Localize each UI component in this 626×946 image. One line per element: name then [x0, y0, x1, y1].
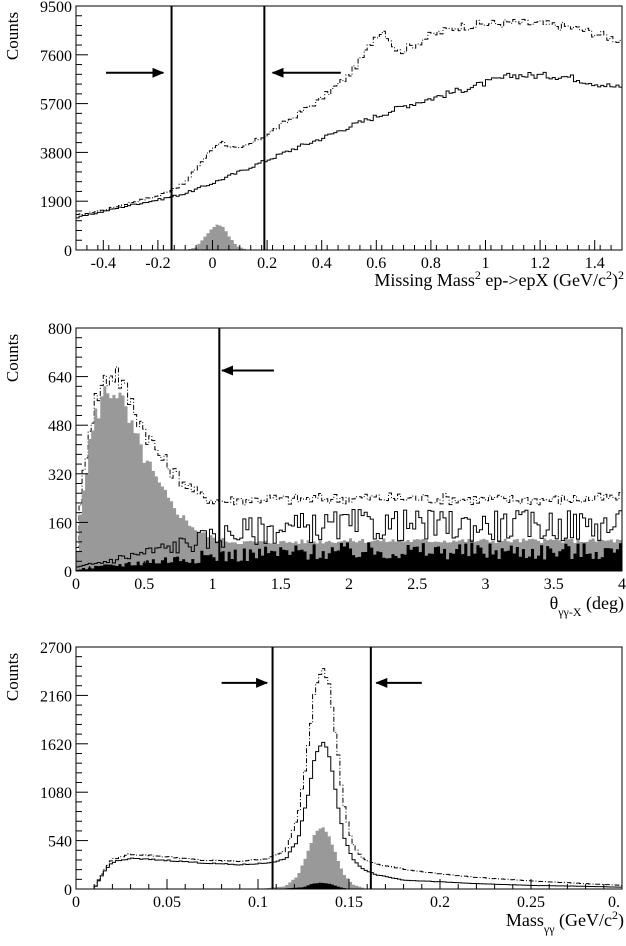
y-tick-label: 7600	[40, 48, 72, 65]
y-tick-label: 3800	[40, 145, 72, 162]
x-axis-label-main: Missing Mass	[374, 270, 475, 290]
x-axis-label-sup: 2	[612, 908, 618, 922]
x-axis-label-end: )	[618, 910, 624, 931]
panel-opening-angle: 0 160 320 480 640 800 0 0.5 1 1.5 2 2.5 3 3.5 4 Counts…	[3, 321, 626, 619]
x-tick-label: 0	[209, 255, 217, 272]
x-axis-label-sup2: 2	[606, 268, 612, 282]
x-tick-label: 3.5	[544, 576, 564, 593]
x-axis-label-rest: (GeV/c	[555, 910, 612, 931]
ticks-layer: 0 540 1080 1620 2160 2700 0 0.05 0.1 0.15 0.2 0.25 0…	[40, 640, 620, 911]
x-axis-label-theta: θ	[550, 593, 559, 613]
x-axis-label: θγγ-X (deg)	[550, 593, 624, 619]
y-tick-label: 2160	[40, 688, 72, 705]
ticks-layer: 0 160 320 480 640 800 0 0.5 1 1.5 2 2.5 3 3.5 4	[48, 321, 626, 593]
x-tick-label: 1.4	[585, 255, 605, 272]
x-tick-label: -0.4	[91, 255, 116, 272]
y-tick-label: 0	[64, 243, 72, 260]
series-dash-dot	[76, 668, 622, 890]
series-solid	[76, 71, 622, 219]
x-axis-label-sup3: 2	[618, 268, 624, 282]
y-tick-label: 800	[48, 321, 72, 338]
cut-marks-layer	[221, 647, 422, 889]
series-solid	[76, 741, 622, 890]
x-axis-label-main: Mass	[506, 910, 544, 930]
x-tick-label: 0.8	[421, 255, 441, 272]
cut-marks-layer	[106, 6, 341, 250]
panel-diphoton-mass: 0 540 1080 1620 2160 2700 0 0.05 0.1 0.15 0.2 0.25 0…	[3, 640, 624, 936]
series-dash-dot	[76, 18, 622, 216]
x-axis-label-sup: 2	[475, 268, 481, 282]
panel-missing-mass: 0 1900 3800 5700 7600 9500 -0.4 -0.2 0 0.2 0.4 0.6 0…	[3, 0, 624, 291]
x-axis-label: Massγγ (GeV/c2)	[506, 908, 624, 936]
y-axis-label: Counts	[3, 334, 22, 382]
series-dash-dot	[76, 366, 622, 549]
x-axis-label-sub: γγ-X	[557, 605, 582, 619]
y-tick-label: 1900	[40, 194, 72, 211]
y-tick-label: 480	[48, 418, 72, 435]
y-tick-label: 640	[48, 370, 72, 387]
x-axis-label-sub: γγ	[543, 922, 555, 936]
x-tick-label: 0.2	[430, 894, 450, 911]
y-tick-label: 1620	[40, 737, 72, 754]
x-axis-label-unit: (deg)	[582, 593, 624, 614]
x-tick-label: 0.6	[366, 255, 386, 272]
histogram-series-layer	[76, 366, 622, 571]
y-tick-label: 1080	[40, 785, 72, 802]
x-tick-label: 3	[482, 576, 490, 593]
x-tick-label: 0	[72, 894, 80, 911]
x-tick-label: 1	[209, 576, 217, 593]
cut-marks-layer	[218, 328, 274, 571]
x-tick-label: 0.	[608, 894, 620, 911]
y-tick-label: 160	[48, 515, 72, 532]
x-axis-label-end: )	[612, 270, 618, 291]
ticks-layer: 0 1900 3800 5700 7600 9500 -0.4 -0.2 0 0.2 0.4 0.6 0…	[40, 0, 612, 272]
x-tick-label: 0.15	[335, 894, 363, 911]
y-tick-label: 5700	[40, 97, 72, 114]
x-tick-label: 0.5	[134, 576, 154, 593]
x-axis-label: Missing Mass2 ep->epX (GeV/c2)2	[374, 268, 624, 291]
y-tick-label: 320	[48, 467, 72, 484]
x-tick-label: 2	[345, 576, 353, 593]
y-tick-label: 540	[48, 834, 72, 851]
y-axis-label: Counts	[3, 12, 22, 60]
x-tick-label: 0.2	[257, 255, 277, 272]
histogram-series-layer	[76, 668, 622, 890]
x-tick-label: -0.2	[145, 255, 170, 272]
x-tick-label: 0.4	[312, 255, 332, 272]
y-axis-label: Counts	[3, 653, 22, 701]
x-tick-label: 4	[618, 576, 626, 593]
series-solid	[76, 509, 622, 568]
x-tick-label: 2.5	[407, 576, 427, 593]
x-tick-label: 0.1	[248, 894, 268, 911]
y-tick-label: 0	[64, 882, 72, 899]
x-tick-label: 0	[72, 576, 80, 593]
x-tick-label: 0.25	[517, 894, 545, 911]
histogram-series-layer	[76, 18, 622, 250]
x-tick-label: 1	[482, 255, 490, 272]
x-axis-label-rest: ep->epX (GeV/c	[481, 270, 606, 291]
x-tick-label: 1.5	[271, 576, 291, 593]
y-tick-label: 9500	[40, 0, 72, 16]
y-tick-label: 0	[64, 564, 72, 581]
y-tick-label: 2700	[40, 640, 72, 657]
x-tick-label: 0.05	[153, 894, 181, 911]
x-tick-label: 1.2	[530, 255, 550, 272]
